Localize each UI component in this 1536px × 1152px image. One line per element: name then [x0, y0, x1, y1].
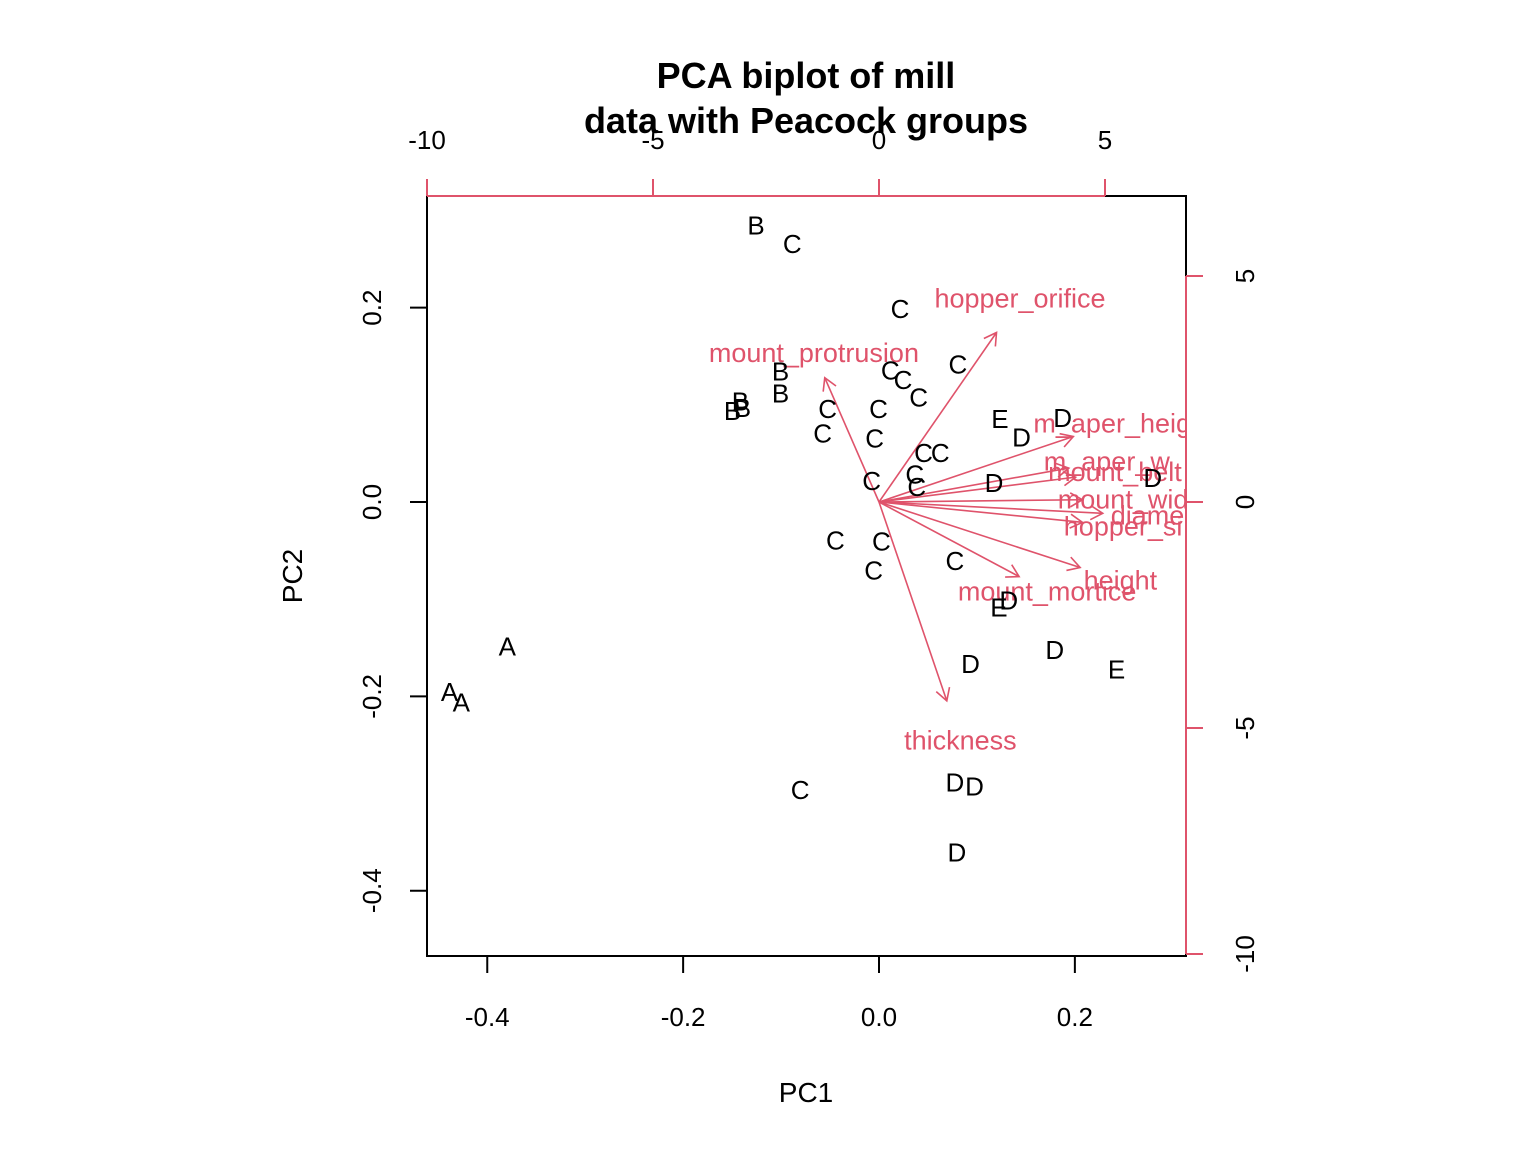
right-axis-tick-label: -10 — [1230, 935, 1260, 973]
y-tick-label: 0.0 — [357, 484, 387, 520]
observation-point-C: C — [865, 423, 884, 453]
loading-arrow-hopper_orifice — [878, 332, 998, 503]
loading-arrows-layer: hopper_orifice mount_protrusion m_aper_hei… — [709, 284, 1191, 756]
observation-point-C: C — [914, 438, 933, 468]
arrowhead-mount_mortice — [1005, 564, 1021, 578]
observation-point-C: C — [791, 775, 810, 805]
loading-label-hopper_orifice: hopper_orifice — [934, 284, 1105, 314]
y-axis-label: PC2 — [277, 549, 308, 603]
y-tick-label: 0.2 — [357, 290, 387, 326]
observation-point-B: B — [747, 211, 764, 241]
observation-point-C: C — [864, 556, 883, 586]
observation-point-D: D — [1045, 635, 1064, 665]
observation-point-D: D — [985, 468, 1004, 498]
observation-point-C: C — [891, 294, 910, 324]
loading-label-thickness: thickness — [904, 726, 1017, 756]
observation-point-C: C — [909, 383, 928, 413]
top-axis-tick-label: -5 — [641, 125, 664, 155]
top-axis-tick-label: 0 — [872, 125, 886, 155]
loading-label-m_aper_height: m_aper_heig — [1033, 408, 1191, 438]
loading-arrow-mount_mortice — [878, 501, 1020, 578]
arrowhead-hopper_orifice — [983, 331, 998, 347]
observation-point-B: B — [734, 393, 751, 423]
loading-label-mount_belt: mount_belt — [1048, 457, 1182, 487]
observation-point-A: A — [441, 677, 459, 707]
arrowhead-height — [1066, 556, 1082, 572]
loading-label-height: height — [1084, 566, 1158, 596]
right-axis-tick-label: 0 — [1230, 495, 1260, 509]
observation-point-C: C — [862, 466, 881, 496]
observation-point-B: B — [772, 356, 789, 386]
loading-label-diameter: diame — [1111, 501, 1185, 531]
y-tick-label: -0.2 — [357, 674, 387, 719]
loading-arrow-mount_belt — [878, 476, 1076, 503]
observation-point-D: D — [999, 586, 1018, 616]
right-axis-tick-label: -5 — [1230, 716, 1260, 739]
observation-point-C: C — [869, 394, 888, 424]
observation-point-E: E — [1108, 655, 1125, 685]
observation-point-C: C — [946, 546, 965, 576]
arrowhead-m_aper_height — [1059, 432, 1075, 448]
arrowhead-mount_width — [1069, 492, 1084, 508]
loading-arrow-m_aper_w — [878, 467, 1069, 503]
observation-point-C: C — [783, 229, 802, 259]
observation-point-D: D — [965, 771, 984, 801]
observation-point-E: E — [991, 404, 1008, 434]
loading-arrow-diameter — [878, 501, 1103, 515]
loading-arrow-hopper_size — [878, 501, 1083, 524]
arrowhead-mount_protrusion — [822, 376, 837, 392]
x-tick-label: 0.2 — [1057, 1002, 1093, 1032]
loading-label-hopper_size: hopper_si — [1064, 511, 1183, 541]
loading-arrow-mount_width — [878, 498, 1083, 503]
observation-point-D: D — [1143, 463, 1162, 493]
observation-point-D: D — [1053, 403, 1072, 433]
x-tick-label: 0.0 — [861, 1002, 897, 1032]
observation-point-D: D — [961, 649, 980, 679]
observation-point-C: C — [826, 525, 845, 555]
arrowhead-hopper_size — [1069, 513, 1084, 529]
observation-point-C: C — [881, 355, 900, 385]
observation-point-C: C — [905, 459, 924, 489]
loading-arrow-height — [878, 501, 1081, 569]
top-axis-tick-label: 5 — [1098, 125, 1112, 155]
loading-labels-group: hopper_orifice mount_protrusion m_aper_hei… — [709, 284, 1191, 756]
observation-point-D: D — [947, 837, 966, 867]
observation-point-D: D — [946, 767, 965, 797]
y-tick-label: -0.4 — [357, 868, 387, 913]
observation-point-C: C — [894, 365, 913, 395]
loading-arrow-mount_protrusion — [824, 377, 880, 503]
loading-label-mount_protrusion: mount_protrusion — [709, 338, 919, 368]
observation-point-C: C — [931, 438, 950, 468]
observation-point-E: E — [990, 592, 1007, 622]
axes-layer: -0.4 -0.2 0.0 0.2 -0.4 -0.2 0.0 0.2 -10 -5 0 5 -10 -5… — [357, 125, 1260, 1032]
observation-point-B: B — [732, 386, 749, 416]
observation-point-A: A — [499, 631, 517, 661]
x-axis-label: PC1 — [779, 1077, 833, 1108]
arrowhead-m_aper_w — [1055, 462, 1071, 478]
top-axis-tick-label: -10 — [408, 125, 446, 155]
observation-point-B: B — [724, 396, 741, 426]
chart-title-line-2: data with Peacock groups — [584, 100, 1028, 141]
loading-label-mount_mortice: mount_mortice — [958, 576, 1137, 606]
x-tick-label: -0.4 — [465, 1002, 510, 1032]
arrowhead-diameter — [1089, 505, 1105, 521]
loading-arrow-thickness — [878, 501, 948, 702]
observation-point-D: D — [1012, 422, 1031, 452]
observation-point-C: C — [872, 526, 891, 556]
x-tick-label: -0.2 — [661, 1002, 706, 1032]
observation-point-C: C — [907, 472, 926, 502]
arrowhead-mount_belt — [1062, 470, 1078, 487]
observation-point-C: C — [948, 349, 967, 379]
chart-title-line-1: PCA biplot of mill — [657, 55, 956, 96]
observation-point-C: C — [813, 418, 832, 448]
observation-point-B: B — [772, 379, 789, 409]
arrowhead-thickness — [935, 686, 951, 703]
loading-arrow-m_aper_height — [878, 435, 1074, 503]
observation-point-C: C — [818, 394, 837, 424]
observation-point-A: A — [453, 688, 471, 718]
right-axis-tick-label: 5 — [1230, 269, 1260, 283]
